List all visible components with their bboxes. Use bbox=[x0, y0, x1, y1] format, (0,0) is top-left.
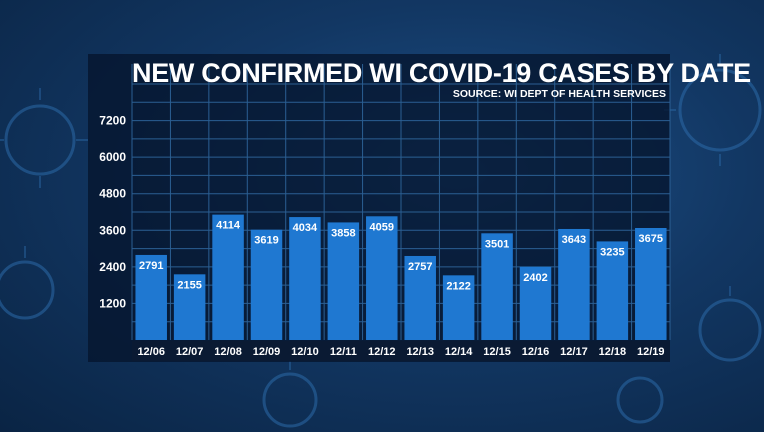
y-tick-label: 3600 bbox=[99, 223, 126, 237]
x-tick-label: 12/19 bbox=[637, 346, 665, 358]
bar bbox=[212, 214, 244, 340]
bar bbox=[442, 275, 475, 340]
bar-value-label: 4114 bbox=[216, 220, 241, 232]
bar bbox=[366, 216, 398, 340]
bar bbox=[404, 255, 436, 340]
y-axis-ticks: 1200 2400 3600 4800 6000 7200 bbox=[99, 114, 126, 311]
x-tick-label: 12/14 bbox=[445, 346, 473, 358]
bar-value-label: 3235 bbox=[600, 246, 624, 258]
y-tick-label: 1200 bbox=[99, 296, 126, 310]
x-tick-label: 12/12 bbox=[368, 346, 396, 358]
x-axis-ticks: 12/06 12/07 12/08 12/09 12/10 12/11 12/12 12/13… bbox=[137, 346, 664, 358]
y-tick-label: 2400 bbox=[99, 260, 126, 274]
bar-value-label: 3643 bbox=[562, 234, 586, 246]
x-tick-label: 12/15 bbox=[483, 346, 511, 358]
bar-value-label: 2402 bbox=[523, 272, 547, 284]
x-tick-label: 12/06 bbox=[137, 346, 165, 358]
x-tick-label: 12/11 bbox=[330, 346, 357, 358]
x-tick-label: 12/16 bbox=[522, 346, 550, 358]
bar-value-label: 3858 bbox=[331, 227, 355, 239]
bar bbox=[327, 222, 360, 340]
y-tick-label: 7200 bbox=[99, 114, 126, 128]
bar-value-label: 4034 bbox=[293, 222, 318, 234]
bar bbox=[596, 241, 629, 340]
x-tick-label: 12/07 bbox=[176, 346, 204, 358]
x-tick-label: 12/08 bbox=[214, 346, 242, 358]
y-tick-label: 4800 bbox=[99, 187, 126, 201]
x-tick-label: 12/10 bbox=[291, 346, 319, 358]
bar bbox=[289, 217, 321, 340]
y-tick-label: 6000 bbox=[99, 150, 126, 164]
bar bbox=[250, 229, 283, 340]
bar bbox=[519, 266, 552, 340]
x-tick-label: 12/18 bbox=[599, 346, 627, 358]
x-tick-label: 12/09 bbox=[253, 346, 281, 358]
bar-value-label: 4059 bbox=[370, 221, 394, 233]
bar-value-label: 2122 bbox=[446, 280, 470, 292]
bar-value-label: 2155 bbox=[177, 279, 201, 291]
chart-title: NEW CONFIRMED WI COVID-19 CASES BY DATE bbox=[132, 58, 751, 88]
bar bbox=[635, 228, 667, 340]
chart-subtitle: SOURCE: WI DEPT OF HEALTH SERVICES bbox=[452, 88, 666, 100]
bars: 2791 2155 4114 3619 4034 3858 4059 2757 2122 3501… bbox=[135, 214, 667, 340]
x-tick-label: 12/17 bbox=[560, 346, 588, 358]
bar bbox=[173, 274, 206, 340]
bar-value-label: 3675 bbox=[639, 233, 663, 245]
bar bbox=[135, 254, 167, 340]
bar-value-label: 2791 bbox=[139, 260, 163, 272]
bar-value-label: 3619 bbox=[254, 235, 278, 247]
bar-value-label: 2757 bbox=[408, 261, 432, 273]
bar bbox=[558, 228, 590, 340]
x-tick-label: 12/13 bbox=[406, 346, 434, 358]
bar-value-label: 3501 bbox=[485, 238, 509, 250]
x-axis-strip bbox=[132, 341, 670, 361]
bar bbox=[481, 233, 513, 340]
